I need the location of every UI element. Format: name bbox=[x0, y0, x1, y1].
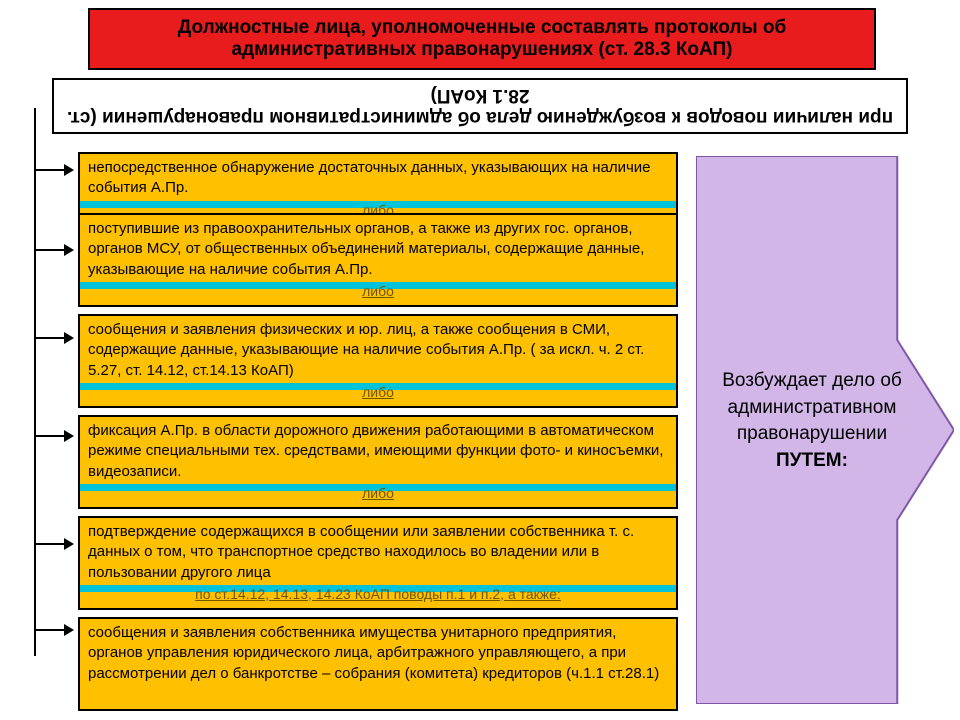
separator-bar: либо bbox=[80, 282, 676, 289]
title-text: Должностные лица, уполномоченные составл… bbox=[100, 17, 864, 61]
item-text: сообщения и заявления собственника имуще… bbox=[88, 623, 668, 684]
separator-bar: по ст.14.12, 14.13, 14.23 КоАП поводы п.… bbox=[80, 585, 676, 592]
arrow-label-line2: ПУТЕМ: bbox=[710, 448, 914, 475]
subtitle-text: при наличии поводов к возбуждению дела о… bbox=[54, 84, 906, 128]
connector-arrow-icon bbox=[34, 331, 74, 345]
arrow-label-line1: Возбуждает дело об административном прав… bbox=[710, 368, 914, 448]
item-box: сообщения и заявления физических и юр. л… bbox=[78, 314, 678, 408]
item-text: фиксация А.Пр. в области дорожного движе… bbox=[88, 421, 668, 482]
separator-bar: либо bbox=[80, 484, 676, 491]
item-box: подтверждение содержащихся в сообщении и… bbox=[78, 516, 678, 610]
separator-label: либо bbox=[80, 484, 676, 503]
connector-arrow-icon bbox=[34, 243, 74, 257]
separator-label: либо bbox=[80, 282, 676, 301]
separator-label: по ст.14.12, 14.13, 14.23 КоАП поводы п.… bbox=[80, 585, 676, 604]
separator-label: либо bbox=[80, 383, 676, 402]
separator-bar: либо bbox=[80, 201, 676, 208]
connector-arrow-icon bbox=[34, 623, 74, 637]
subtitle-box: при наличии поводов к возбуждению дела о… bbox=[52, 78, 908, 134]
item-box: сообщения и заявления собственника имуще… bbox=[78, 617, 678, 711]
item-text: подтверждение содержащихся в сообщении и… bbox=[88, 522, 668, 583]
item-box: непосредственное обнаружение достаточных… bbox=[78, 152, 678, 216]
title-box: Должностные лица, уполномоченные составл… bbox=[88, 8, 876, 70]
result-arrow-label: Возбуждает дело об административном прав… bbox=[710, 368, 914, 474]
item-box: поступившие из правоохранительных органо… bbox=[78, 213, 678, 307]
connector-arrow-icon bbox=[34, 537, 74, 551]
separator-bar: либо bbox=[80, 383, 676, 390]
connector-arrow-icon bbox=[34, 429, 74, 443]
item-text: сообщения и заявления физических и юр. л… bbox=[88, 320, 668, 381]
item-text: поступившие из правоохранительных органо… bbox=[88, 219, 668, 280]
diagram-stage: Должностные лица, уполномоченные составл… bbox=[0, 0, 960, 720]
item-box: фиксация А.Пр. в области дорожного движе… bbox=[78, 415, 678, 509]
connector-vertical bbox=[34, 108, 36, 656]
connector-arrow-icon bbox=[34, 163, 74, 177]
item-text: непосредственное обнаружение достаточных… bbox=[88, 158, 668, 199]
